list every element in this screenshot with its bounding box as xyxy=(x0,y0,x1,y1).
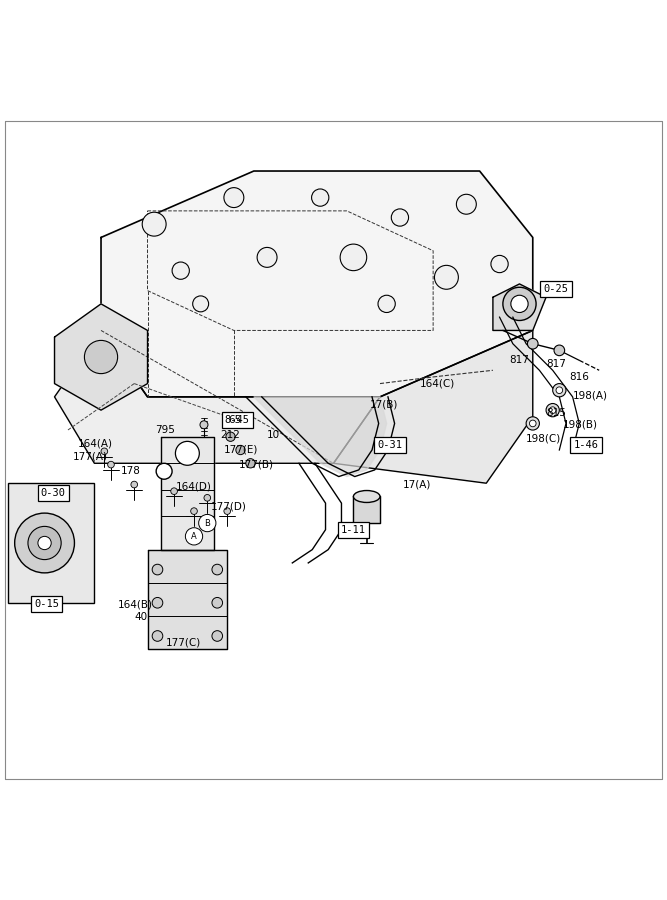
Text: 65: 65 xyxy=(229,415,242,425)
Text: 177(C): 177(C) xyxy=(166,637,201,648)
Circle shape xyxy=(511,295,528,312)
Text: A: A xyxy=(191,532,197,541)
Text: 177(D): 177(D) xyxy=(211,501,247,511)
Text: 8-45: 8-45 xyxy=(225,415,249,425)
Circle shape xyxy=(193,296,209,311)
Text: 0-15: 0-15 xyxy=(34,599,59,609)
Text: 177(E): 177(E) xyxy=(224,445,258,455)
Polygon shape xyxy=(101,171,533,397)
Circle shape xyxy=(554,345,565,356)
Circle shape xyxy=(107,462,114,468)
Text: 198(B): 198(B) xyxy=(563,419,598,430)
Circle shape xyxy=(224,508,231,515)
Circle shape xyxy=(224,187,244,208)
Polygon shape xyxy=(253,397,387,477)
Circle shape xyxy=(553,383,566,397)
Circle shape xyxy=(85,340,117,374)
Polygon shape xyxy=(354,497,380,523)
Circle shape xyxy=(171,488,177,494)
Polygon shape xyxy=(55,330,380,464)
Circle shape xyxy=(528,338,538,349)
Circle shape xyxy=(212,564,223,575)
Circle shape xyxy=(204,494,211,501)
Circle shape xyxy=(212,631,223,642)
Text: 178: 178 xyxy=(121,466,141,476)
Text: 795: 795 xyxy=(155,425,175,435)
Circle shape xyxy=(175,441,199,465)
Circle shape xyxy=(546,403,560,417)
Text: 164(C): 164(C) xyxy=(420,379,455,389)
Circle shape xyxy=(152,631,163,642)
Polygon shape xyxy=(147,550,227,649)
Text: 1-11: 1-11 xyxy=(341,525,366,535)
Circle shape xyxy=(340,244,367,271)
Circle shape xyxy=(172,262,189,279)
Circle shape xyxy=(434,266,458,289)
Circle shape xyxy=(246,459,255,468)
Text: 816: 816 xyxy=(570,372,589,382)
Circle shape xyxy=(236,446,245,454)
Text: 817: 817 xyxy=(510,356,530,365)
Text: 198(A): 198(A) xyxy=(573,391,608,401)
Text: 817: 817 xyxy=(546,359,566,369)
Circle shape xyxy=(491,256,508,273)
Text: B: B xyxy=(204,518,210,527)
Circle shape xyxy=(28,526,61,560)
Text: 815: 815 xyxy=(546,409,566,419)
Circle shape xyxy=(156,464,172,479)
Bar xyxy=(8,483,94,603)
Text: 164(B): 164(B) xyxy=(117,599,153,609)
Circle shape xyxy=(142,212,166,236)
Circle shape xyxy=(503,287,536,320)
Text: 164(D): 164(D) xyxy=(175,482,211,491)
Text: 40: 40 xyxy=(134,612,147,623)
Circle shape xyxy=(200,421,208,428)
Text: 10: 10 xyxy=(267,430,280,440)
Text: 0-30: 0-30 xyxy=(41,488,65,499)
Circle shape xyxy=(38,536,51,550)
Polygon shape xyxy=(493,284,546,330)
Text: 1-46: 1-46 xyxy=(574,440,598,450)
Text: 17(B): 17(B) xyxy=(370,400,398,410)
Text: 17(A): 17(A) xyxy=(404,480,432,490)
Text: 0-31: 0-31 xyxy=(378,440,402,450)
Text: 198(C): 198(C) xyxy=(526,433,562,443)
Circle shape xyxy=(226,432,235,441)
Circle shape xyxy=(152,564,163,575)
Circle shape xyxy=(212,598,223,608)
Circle shape xyxy=(15,513,75,573)
Text: 177(A): 177(A) xyxy=(73,452,108,462)
Circle shape xyxy=(131,482,137,488)
Circle shape xyxy=(191,508,197,515)
Circle shape xyxy=(456,194,476,214)
Circle shape xyxy=(311,189,329,206)
Circle shape xyxy=(556,387,563,393)
Polygon shape xyxy=(161,436,214,550)
Text: 164(A): 164(A) xyxy=(78,438,113,448)
Polygon shape xyxy=(334,330,533,483)
Text: 0-25: 0-25 xyxy=(544,284,568,294)
Circle shape xyxy=(199,515,216,532)
Circle shape xyxy=(152,598,163,608)
Circle shape xyxy=(185,527,203,545)
Circle shape xyxy=(101,448,107,454)
Text: 177(B): 177(B) xyxy=(239,460,274,470)
Ellipse shape xyxy=(354,491,380,502)
Circle shape xyxy=(526,417,540,430)
Text: 212: 212 xyxy=(221,430,241,440)
Circle shape xyxy=(530,420,536,427)
Circle shape xyxy=(257,248,277,267)
Polygon shape xyxy=(55,304,147,410)
Circle shape xyxy=(550,407,556,413)
Circle shape xyxy=(378,295,396,312)
Circle shape xyxy=(392,209,409,226)
